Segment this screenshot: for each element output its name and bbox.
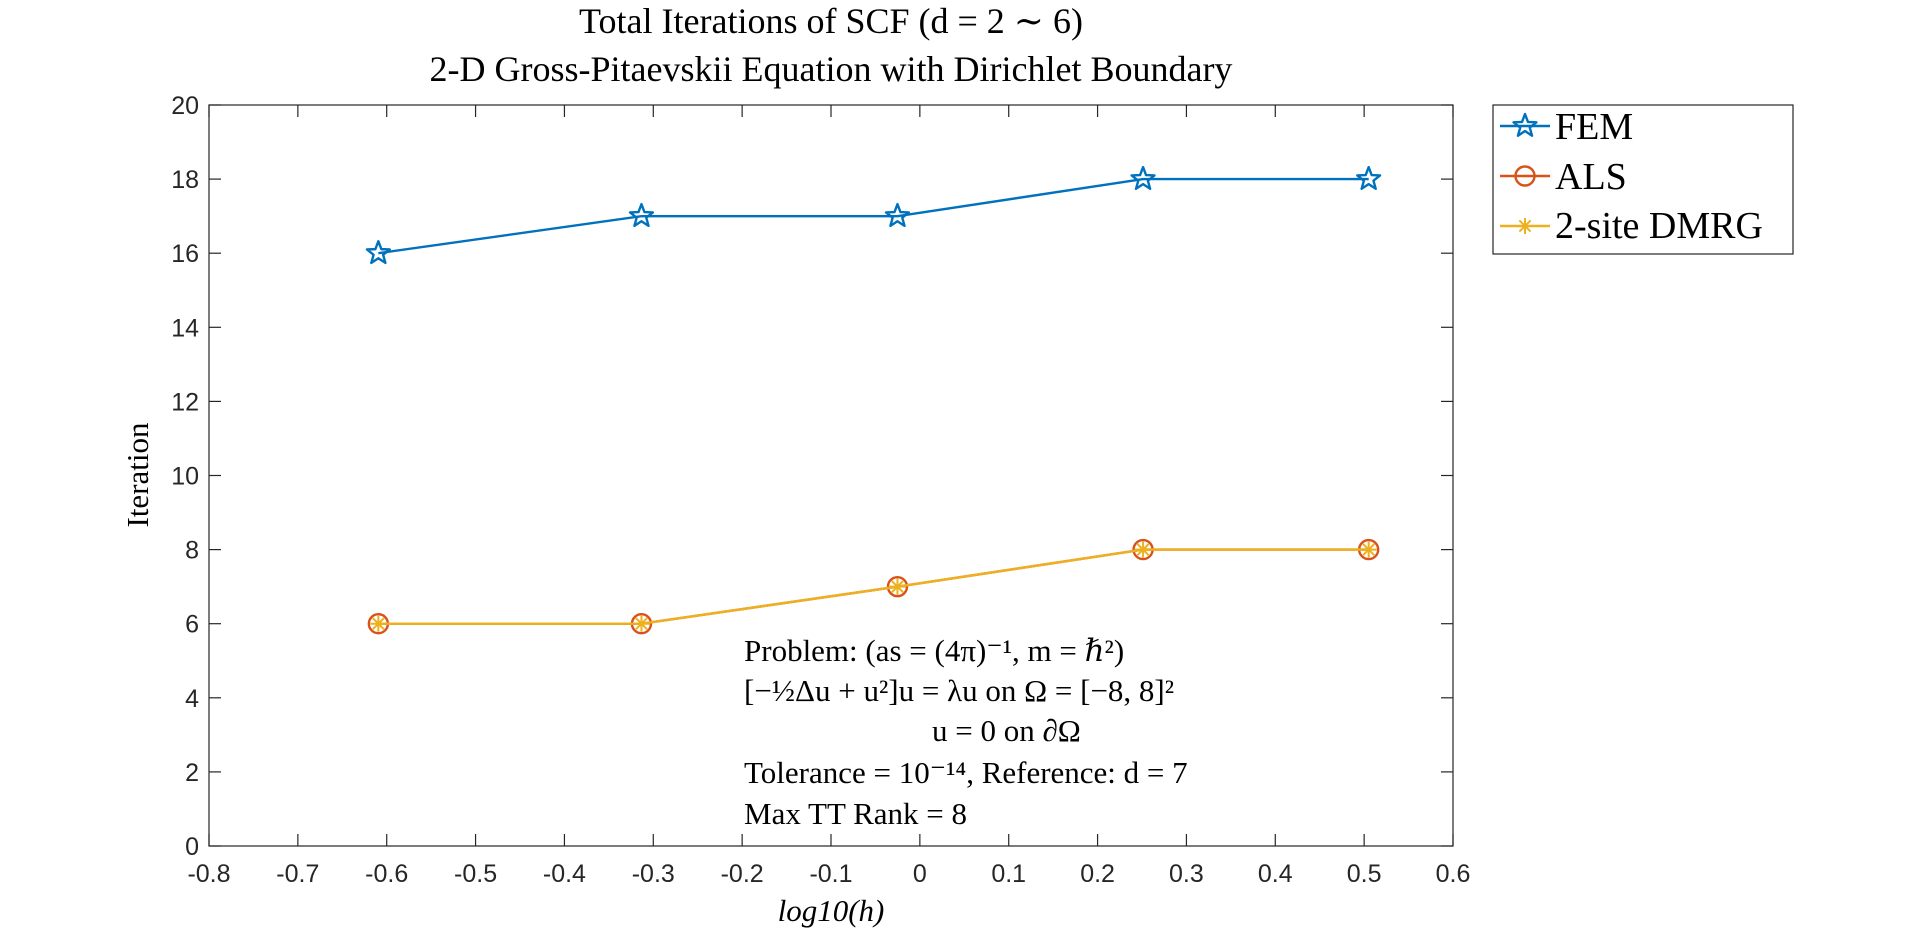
x-tick-label: 0.4 bbox=[1258, 860, 1293, 888]
chart-subtitle: 2-D Gross-Pitaevskii Equation with Diric… bbox=[430, 49, 1233, 89]
data-point-dmrg bbox=[889, 578, 906, 595]
data-point-fem bbox=[1130, 165, 1156, 191]
y-tick-label: 8 bbox=[185, 537, 199, 565]
y-tick-label: 4 bbox=[185, 685, 199, 713]
x-tick-label: -0.4 bbox=[543, 860, 586, 888]
legend-label-fem: FEM bbox=[1555, 106, 1633, 148]
ticks-layer: -0.8 -0.7 -0.6 -0.5 -0.4 -0.3 -0.2 -0.1 0 0.1 0.2 0… bbox=[171, 92, 1470, 888]
x-tick-label: -0.5 bbox=[454, 860, 497, 888]
x-tick-label: -0.1 bbox=[809, 860, 852, 888]
data-point-fem bbox=[628, 202, 655, 228]
data-point-dmrg bbox=[633, 615, 650, 632]
x-tick-label: -0.6 bbox=[365, 860, 408, 888]
x-tick-label: 0.3 bbox=[1169, 860, 1204, 888]
series-dmrg bbox=[370, 541, 1377, 632]
y-tick-label: 20 bbox=[171, 92, 199, 120]
x-tick-label: -0.2 bbox=[721, 860, 764, 888]
legend-box bbox=[1492, 104, 1794, 255]
y-tick-label: 12 bbox=[171, 388, 199, 416]
data-point-fem bbox=[1356, 165, 1382, 191]
x-tick-label: -0.7 bbox=[276, 860, 319, 888]
data-point-fem bbox=[365, 239, 391, 265]
x-tick-label: 0.1 bbox=[991, 860, 1026, 888]
data-point-fem bbox=[884, 202, 911, 228]
data-point-dmrg bbox=[1360, 541, 1377, 558]
plot-area bbox=[208, 104, 1454, 847]
legend-marker-fem bbox=[1512, 112, 1538, 137]
series-layer bbox=[365, 165, 1382, 635]
y-tick-label: 16 bbox=[171, 240, 199, 268]
data-point-dmrg bbox=[1135, 541, 1152, 558]
annotation-line: Tolerance = 10⁻¹⁴, Reference: d = 7 bbox=[744, 755, 1188, 790]
y-tick-label: 0 bbox=[185, 833, 199, 861]
y-tick-label: 6 bbox=[185, 611, 199, 639]
legend-marker-als bbox=[1514, 165, 1536, 187]
y-axis-label: Iteration bbox=[120, 422, 155, 528]
annotation-line: Problem: (as = (4π)⁻¹, m = ℏ²) bbox=[744, 633, 1124, 668]
x-tick-label: -0.8 bbox=[187, 860, 230, 888]
x-tick-label: -0.3 bbox=[632, 860, 675, 888]
x-tick-label: 0.5 bbox=[1347, 860, 1382, 888]
x-tick-label: 0.6 bbox=[1436, 860, 1471, 888]
x-tick-label: 0 bbox=[913, 860, 927, 888]
data-point-dmrg bbox=[370, 615, 387, 632]
legend: FEM ALS 2-site DMRG bbox=[1492, 104, 1794, 255]
x-tick-label: 0.2 bbox=[1080, 860, 1115, 888]
legend-label-als: ALS bbox=[1555, 156, 1627, 198]
series-fem bbox=[365, 165, 1382, 265]
series-line-fem bbox=[378, 177, 1369, 255]
legend-keys bbox=[1500, 112, 1550, 234]
legend-label-dmrg: 2-site DMRG bbox=[1555, 205, 1763, 247]
y-tick-label: 14 bbox=[171, 314, 199, 342]
y-tick-label: 2 bbox=[185, 759, 199, 787]
y-tick-label: 10 bbox=[171, 463, 199, 491]
chart-title: Total Iterations of SCF (d = 2 ∼ 6) bbox=[579, 1, 1083, 41]
y-tick-label: 18 bbox=[171, 166, 199, 194]
legend-marker-dmrg bbox=[1517, 218, 1533, 234]
data-point-als bbox=[886, 575, 909, 598]
annotation-box: Problem: (as = (4π)⁻¹, m = ℏ²) [−½Δu + u… bbox=[744, 633, 1188, 831]
annotation-line: Max TT Rank = 8 bbox=[744, 796, 967, 831]
x-axis-label: log10(h) bbox=[778, 893, 885, 928]
annotation-line: u = 0 on ∂Ω bbox=[932, 713, 1081, 748]
annotation-line: [−½Δu + u²]u = λu on Ω = [−8, 8]² bbox=[744, 673, 1174, 708]
